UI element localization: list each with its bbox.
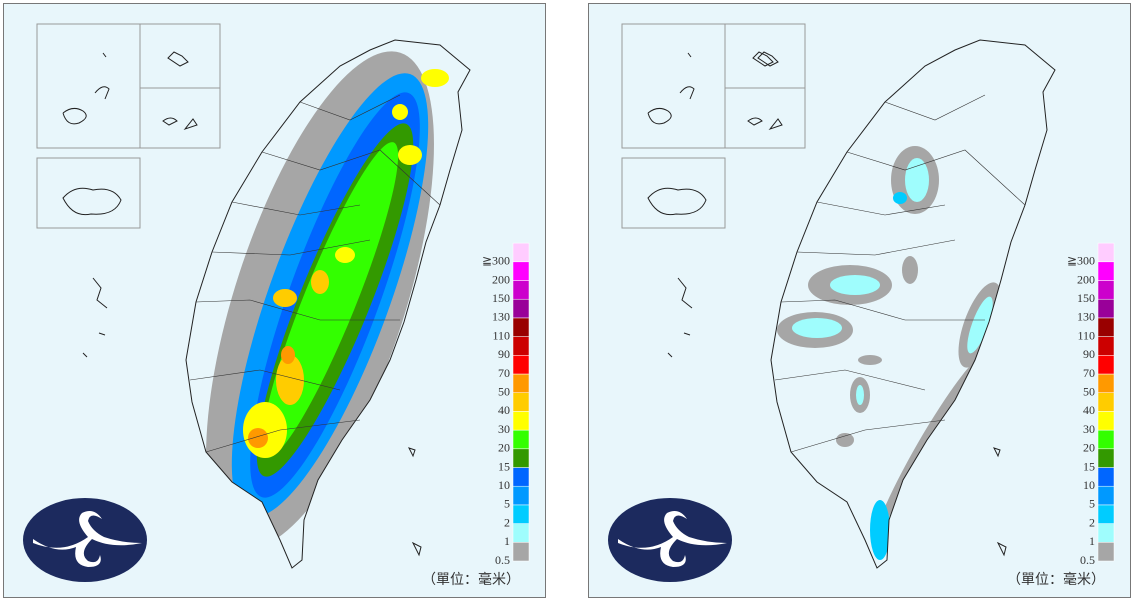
legend-label: 2: [1089, 515, 1095, 529]
legend-swatch: [1097, 242, 1115, 263]
legend-swatch: [1097, 392, 1115, 412]
legend-label: 110: [1077, 328, 1095, 342]
legend-label: 110: [492, 328, 510, 342]
legend-label: 0.5: [495, 553, 510, 567]
legend-swatch: [1097, 504, 1115, 524]
panel: 0.5 1 2 5 10 15 20 30 40 50 70 90 110 130 150 200 ≧300 （單…: [588, 3, 1131, 598]
legend-swatch: [1097, 336, 1115, 356]
legend-swatch: [512, 298, 530, 319]
legend-swatch: [512, 504, 530, 524]
legend-label: 1: [504, 534, 510, 548]
legend-label: 20: [1083, 441, 1095, 455]
legend-swatch: [512, 448, 530, 468]
legend-label: 70: [498, 366, 510, 380]
legend-swatch: [1097, 411, 1115, 431]
legend-label: 30: [498, 422, 510, 436]
legend-swatch: [512, 336, 530, 356]
legend-swatch: [512, 317, 530, 337]
legend-swatch: [1097, 485, 1115, 506]
legend-label: 200: [492, 272, 510, 286]
legend-swatch: [512, 242, 530, 263]
legend-swatch: [512, 467, 530, 487]
legend-label: 10: [1083, 478, 1095, 492]
legend-label: 90: [498, 347, 510, 361]
legend-label: ≧300: [1067, 254, 1095, 268]
legend-swatch: [512, 280, 530, 300]
legend-label: 10: [498, 478, 510, 492]
legend-label: 40: [498, 403, 510, 417]
legend-label: 200: [1077, 272, 1095, 286]
unit-label: （單位：毫米）: [422, 571, 520, 588]
legend-label: 15: [1083, 459, 1095, 473]
unit-label: （單位：毫米）: [1007, 571, 1105, 588]
legend-swatch: [512, 411, 530, 431]
legend-swatch: [512, 485, 530, 506]
legend-swatch: [1097, 467, 1115, 487]
legend-label: 70: [1083, 366, 1095, 380]
legend-label: 2: [504, 515, 510, 529]
legend-swatch: [1097, 429, 1115, 450]
legend-label: 5: [504, 497, 510, 511]
legend-label: ≧300: [482, 254, 510, 268]
legend-swatch: [1097, 373, 1115, 393]
legend-swatch: [1097, 355, 1115, 375]
legend-label: 20: [498, 441, 510, 455]
legend-label: 0.5: [1080, 553, 1095, 567]
legend-label: 90: [1083, 347, 1095, 361]
legend-label: 1: [1089, 534, 1095, 548]
legend-label: 130: [492, 310, 510, 324]
legend-label: 50: [498, 384, 510, 398]
legend-swatch: [512, 392, 530, 412]
legend-swatch: [512, 523, 530, 543]
legend-swatch: [1097, 317, 1115, 337]
legend-swatch: [1097, 298, 1115, 319]
legend-swatch: [512, 355, 530, 375]
legend-swatch: [512, 429, 530, 450]
panel: 0.5 1 2 5 10 15 20 30 40 50 70 90 110 130 150 200 ≧300 （單…: [3, 3, 546, 598]
legend-swatch: [1097, 280, 1115, 300]
legend-label: 30: [1083, 422, 1095, 436]
legend-label: 40: [1083, 403, 1095, 417]
legend-label: 15: [498, 459, 510, 473]
legend-swatch: [1097, 448, 1115, 468]
legend-label: 150: [492, 291, 510, 305]
legend-swatch: [1097, 523, 1115, 543]
legend-swatch: [512, 542, 530, 562]
legend-label: 150: [1077, 291, 1095, 305]
legend-label: 5: [1089, 497, 1095, 511]
legend-label: 50: [1083, 384, 1095, 398]
legend-swatch: [1097, 261, 1115, 281]
legend-swatch: [512, 261, 530, 281]
legend-swatch: [1097, 542, 1115, 562]
legend-label: 130: [1077, 310, 1095, 324]
legend-swatch: [512, 373, 530, 393]
